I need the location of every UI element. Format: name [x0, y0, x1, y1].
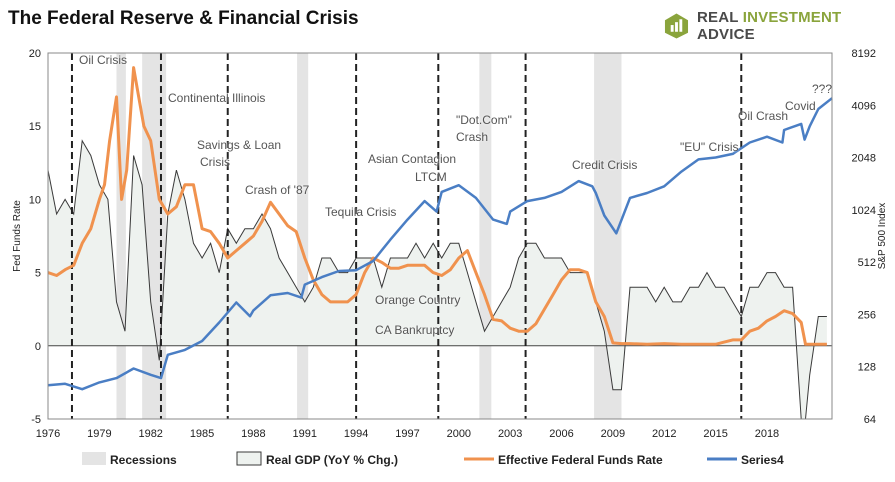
brand-accent-word: INVESTMENT [742, 9, 842, 26]
y-tick-label: 0 [35, 341, 41, 353]
y-tick-label: 20 [29, 48, 41, 60]
chart-annotation: Savings & Loan [197, 138, 281, 152]
x-tick-label: 2009 [601, 428, 625, 440]
y-right-tick-label: 4096 [852, 100, 876, 112]
x-tick-label: 1991 [293, 428, 317, 440]
recession-band [479, 53, 492, 419]
x-tick-label: 2012 [652, 428, 676, 440]
y-tick-label: 15 [29, 121, 41, 133]
x-tick-label: 1988 [241, 428, 265, 440]
y-right-axis-title: S&P 500 Index [877, 203, 888, 270]
chart-annotation: Asian Contagion [368, 152, 456, 166]
legend-gdp-swatch [236, 451, 262, 466]
chart-annotation: LTCM [415, 170, 447, 184]
chart-annotation: Crash of '87 [245, 183, 310, 197]
sp500-series-line [47, 97, 833, 391]
x-tick-label: 2003 [498, 428, 522, 440]
legend-recessions-label: Recessions [110, 453, 177, 467]
x-tick-label: 2000 [447, 428, 471, 440]
x-tick-label: 1994 [344, 428, 368, 440]
fed-funds-series-line [47, 66, 827, 346]
x-tick-label: 2015 [703, 428, 727, 440]
x-tick-label: 1985 [190, 428, 214, 440]
chart-annotation: Covid [785, 99, 816, 113]
recession-band [297, 53, 309, 419]
chart-annotation: Oil Crisis [79, 53, 127, 67]
chart-annotation: "Dot.Com" [456, 113, 512, 127]
chart-annotation: Continental Illinois [168, 91, 265, 105]
chart-annotation: CA Bankruptcy [375, 323, 454, 337]
x-tick-label: 1997 [395, 428, 419, 440]
y-right-tick-label: 64 [864, 414, 876, 426]
y-right-tick-label: 2048 [852, 153, 876, 165]
brand-name: REAL INVESTMENT ADVICE [696, 9, 842, 43]
x-tick-label: 1976 [36, 428, 60, 440]
chart-annotation: Oil Crash [738, 109, 788, 123]
y-right-tick-label: 128 [858, 362, 876, 374]
y-tick-label: -5 [31, 414, 41, 426]
chart-annotation: "EU" Crisis [680, 140, 739, 154]
x-tick-label: 2018 [755, 428, 779, 440]
legend-sp500-label: Series4 [741, 453, 784, 467]
plot-frame [47, 52, 833, 420]
y-right-tick-label: 8192 [852, 48, 876, 60]
bar-chart-logo-icon [664, 13, 689, 39]
chart-annotation: Crisis [200, 155, 230, 169]
chart-annotation: Crash [456, 130, 488, 144]
y-right-tick-label: 256 [858, 309, 876, 321]
x-tick-label: 1982 [138, 428, 162, 440]
chart-annotation: Orange Country [375, 293, 460, 307]
legend-recessions-swatch [82, 452, 106, 465]
legend-gdp-label: Real GDP (YoY % Chg.) [266, 453, 398, 467]
chart-annotation: Tequila Crisis [325, 205, 396, 219]
y-tick-label: 5 [35, 268, 41, 280]
y-right-tick-label: 1024 [852, 205, 876, 217]
x-tick-label: 2006 [549, 428, 573, 440]
chart-annotation: ??? [812, 82, 832, 96]
brand-logo: REAL INVESTMENT ADVICE [664, 9, 895, 43]
recession-band [116, 53, 126, 419]
y-right-tick-label: 512 [858, 257, 876, 269]
chart-annotation: Credit Crisis [572, 158, 637, 172]
legend-fed-funds-label: Effective Federal Funds Rate [498, 453, 663, 467]
y-tick-label: 10 [29, 194, 41, 206]
y-axis-title: Fed Funds Rate [12, 200, 23, 272]
chart-title: The Federal Reserve & Financial Crisis [8, 8, 359, 29]
x-tick-label: 1979 [87, 428, 111, 440]
